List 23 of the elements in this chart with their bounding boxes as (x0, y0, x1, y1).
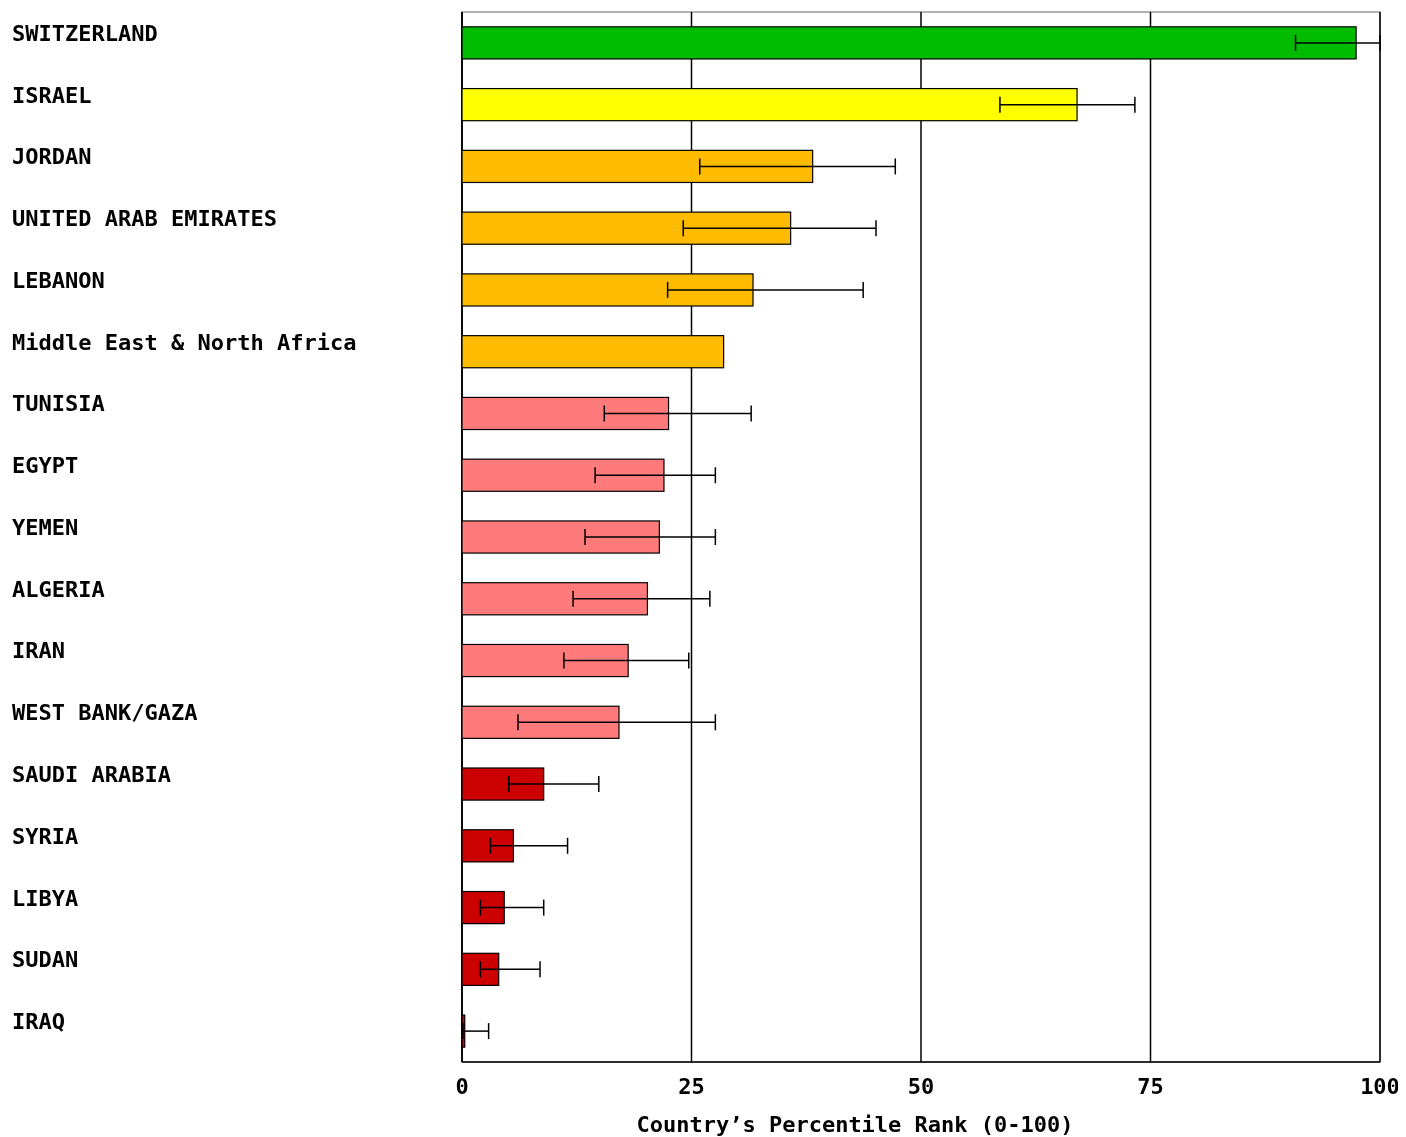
y-tick-label: IRAN (12, 638, 65, 664)
x-tick-label: 50 (907, 1074, 935, 1099)
y-tick-label: UNITED ARAB EMIRATES (12, 206, 277, 232)
x-tick-label: 0 (455, 1074, 469, 1099)
x-axis-title: Country’s Percentile Rank (0-100) (636, 1112, 1074, 1137)
y-tick-label: WEST BANK/GAZA (12, 700, 198, 726)
y-tick-label: LIBYA (12, 885, 79, 911)
y-tick-label: Middle East & North Africa (12, 329, 357, 355)
y-tick-label: LEBANON (12, 267, 105, 293)
y-tick-label: EGYPT (12, 453, 79, 479)
x-tick-label: 100 (1360, 1074, 1400, 1099)
y-tick-label: ISRAEL (12, 82, 92, 108)
y-tick-label: SYRIA (12, 823, 79, 849)
y-tick-label: ALGERIA (12, 576, 105, 602)
y-tick-label: SUDAN (12, 947, 79, 973)
x-tick-label: 75 (1137, 1074, 1164, 1099)
y-tick-label: SWITZERLAND (12, 20, 158, 46)
y-tick-label: YEMEN (12, 514, 79, 540)
y-tick-label: TUNISIA (12, 391, 105, 417)
x-tick-label: 25 (678, 1074, 705, 1099)
y-tick-label: JORDAN (12, 144, 92, 170)
y-tick-label: IRAQ (12, 1009, 65, 1035)
y-tick-label: SAUDI ARABIA (12, 762, 171, 787)
